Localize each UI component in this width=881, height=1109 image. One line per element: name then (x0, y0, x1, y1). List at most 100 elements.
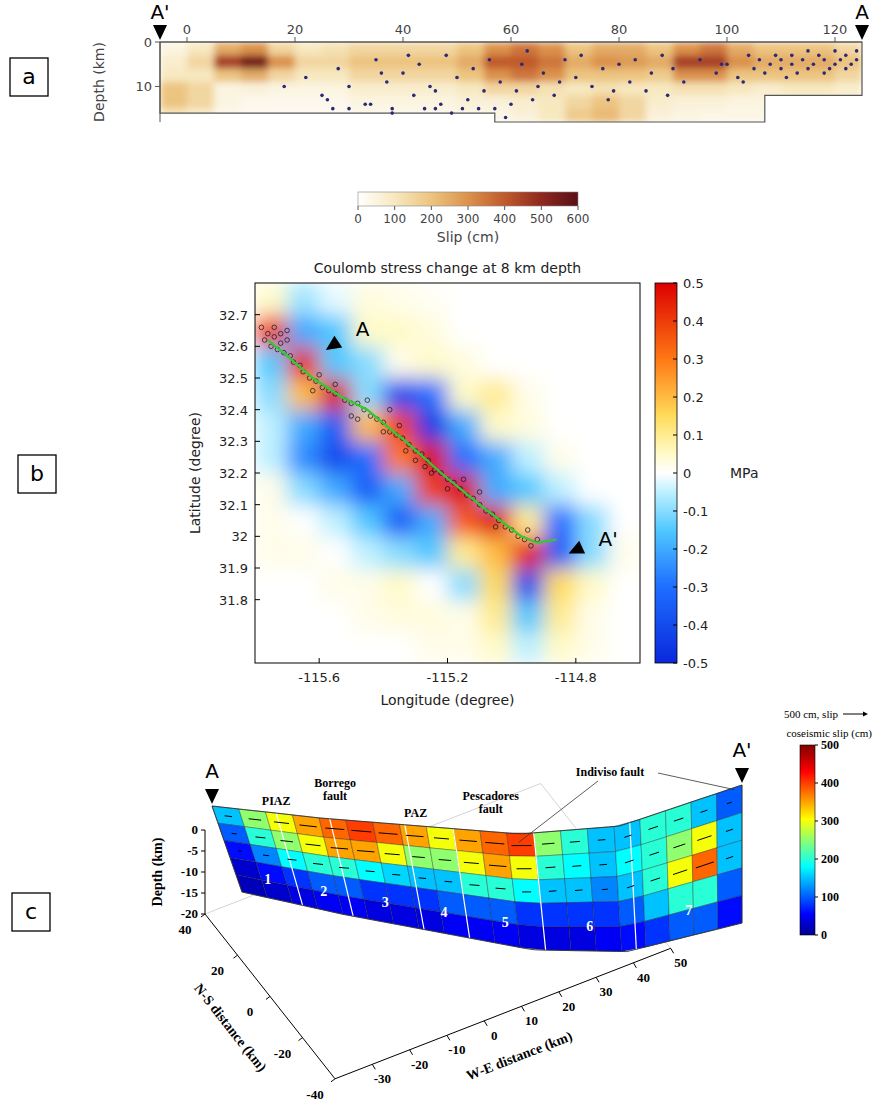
stress-cell (255, 631, 288, 663)
stress-cell (480, 346, 513, 378)
slip-cell (781, 55, 809, 69)
aftershock (369, 102, 373, 106)
box-edge (205, 784, 541, 915)
slip-cell (673, 69, 701, 83)
aftershock (444, 54, 448, 58)
slip-cell (403, 55, 431, 69)
plot-frame (255, 283, 640, 663)
aftershock (752, 67, 756, 71)
fault-name-line: fault (323, 789, 347, 803)
slip-vector (570, 841, 580, 843)
aftershock (736, 76, 740, 80)
stress-cell (448, 283, 481, 315)
slip-cell (160, 82, 188, 96)
slip-cell (457, 42, 485, 56)
colorbar-title: coseismic slip (cm) (786, 727, 872, 740)
slip-cell (241, 42, 269, 56)
colorbar-tick-label: -0.5 (683, 656, 708, 671)
slip-vector (673, 870, 687, 875)
stress-cell (512, 473, 545, 505)
z-tick-label: -15 (181, 885, 199, 900)
aftershock (817, 54, 821, 58)
slip-vector (602, 889, 608, 890)
slip-cell (322, 69, 350, 83)
stress-cell (512, 410, 545, 442)
stress-cell (383, 378, 416, 410)
slip-cell (241, 69, 269, 83)
slip-vector (392, 874, 400, 876)
ns-tick-label: 0 (247, 1004, 254, 1019)
stress-cell (608, 441, 640, 473)
aftershock (714, 71, 718, 75)
slip-cell (230, 858, 262, 880)
aftershock (455, 76, 459, 80)
stress-cell (351, 631, 384, 663)
stress-cell (319, 441, 352, 473)
aftershock (439, 102, 443, 106)
aftershock (493, 525, 498, 530)
slip-cell (426, 827, 456, 851)
y-axis-line (160, 42, 161, 122)
stress-cell (480, 410, 513, 442)
x-tick (575, 658, 576, 663)
aftershock (601, 67, 605, 71)
slip-cell (187, 109, 215, 123)
slip-cell (224, 840, 256, 862)
stress-cell (287, 600, 320, 632)
colorbar-tick-label: 0 (683, 466, 691, 481)
aftershocks (282, 49, 858, 119)
scale-arrow-label: 500 cm, slip (784, 708, 839, 720)
slip-vector (274, 822, 289, 824)
colorbar-title: Slip (cm) (437, 229, 499, 245)
slip-cell (457, 82, 485, 96)
aftershock (390, 107, 394, 111)
slip-vector (674, 818, 683, 821)
slip-vector (357, 851, 374, 852)
y-tick (255, 346, 260, 347)
slip-cell (403, 845, 433, 869)
slip-cell (835, 109, 863, 123)
aftershock (347, 85, 351, 89)
slip-cell (727, 82, 755, 96)
colorbar-tick-label: 0.2 (683, 390, 704, 405)
stress-cell (255, 568, 288, 600)
aftershock (795, 71, 799, 75)
colorbar-tick (673, 549, 677, 550)
ns-tick-label: -40 (306, 1087, 323, 1102)
aftershock (387, 407, 392, 412)
x-tick-label: 0 (183, 22, 191, 37)
end-pointer (153, 25, 167, 40)
aftershock (855, 58, 859, 62)
slip-vector (599, 864, 606, 866)
stress-cell (415, 536, 448, 568)
aftershock (660, 54, 664, 58)
stress-cell (255, 536, 288, 568)
stress-cell (415, 600, 448, 632)
panel-letter-box (18, 455, 56, 493)
slip-cell (349, 69, 377, 83)
slip-vector (624, 835, 631, 837)
y-tick-label: 32.5 (219, 371, 248, 386)
y-tick (255, 599, 260, 600)
colorbar-tick-label: 400 (493, 212, 516, 226)
x-tick-label: 80 (611, 22, 628, 37)
z-tick (201, 830, 205, 831)
colorbar-tick (673, 435, 677, 436)
stress-cell (544, 283, 577, 315)
aftershock (833, 49, 837, 53)
colorbar-tick-label: -0.2 (683, 542, 708, 557)
colorbar-tick (504, 206, 505, 210)
stress-cell (287, 473, 320, 505)
slip-cell (781, 95, 809, 109)
stress-cell (319, 505, 352, 537)
aftershock (812, 62, 816, 66)
colorbar-tick-label: 0.5 (683, 276, 704, 291)
stress-cell (448, 536, 481, 568)
stress-cell (415, 441, 448, 473)
stress-cell (383, 473, 416, 505)
slip-vector (313, 863, 323, 864)
stress-cell (287, 441, 320, 473)
stress-cell (383, 568, 416, 600)
slip-cell (541, 903, 569, 927)
slip-cell (538, 42, 566, 56)
